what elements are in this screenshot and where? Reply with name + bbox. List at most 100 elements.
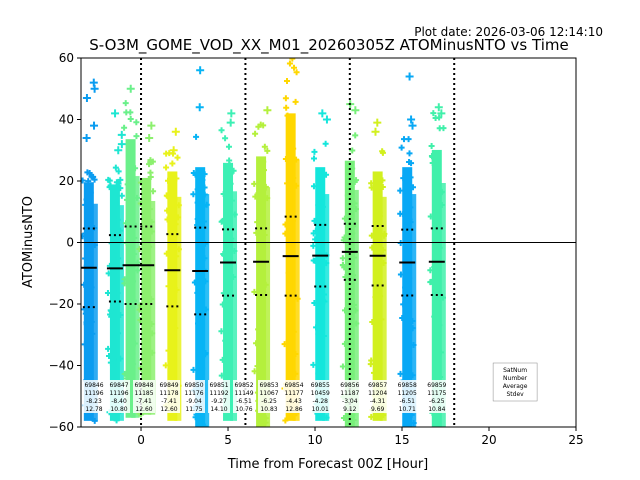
data-point <box>289 58 296 62</box>
data-point <box>284 78 290 85</box>
data-point <box>429 160 436 167</box>
data-point <box>121 124 128 131</box>
data-point <box>146 161 153 168</box>
data-point <box>310 242 317 249</box>
data-point <box>193 133 200 140</box>
stat-label-stdev: 12.60 <box>135 406 152 413</box>
data-point <box>107 307 114 314</box>
data-point <box>142 230 149 237</box>
y-tick-label: −20 <box>49 297 74 311</box>
data-point <box>226 157 233 164</box>
data-point <box>255 326 262 333</box>
data-point <box>194 199 201 206</box>
x-tick-label: 5 <box>224 433 232 447</box>
data-point <box>428 278 435 285</box>
data-column-secondary <box>148 200 156 415</box>
stat-label-average: -6.25 <box>261 398 277 405</box>
data-point <box>122 220 129 227</box>
stat-label-orbit: 69848 <box>134 382 153 389</box>
data-point <box>407 174 414 181</box>
data-point <box>195 320 202 327</box>
stat-label-orbit: 69851 <box>209 382 228 389</box>
data-point <box>105 270 112 277</box>
stat-row-label: Number <box>503 375 528 382</box>
data-group-69859 <box>427 103 447 427</box>
data-point <box>286 60 293 67</box>
data-point <box>105 352 112 359</box>
data-point <box>221 252 228 259</box>
stat-label-stdev: 10.01 <box>312 406 329 413</box>
stat-label-number: 11067 <box>259 390 278 397</box>
data-point <box>322 140 329 147</box>
stat-label-average: -8.40 <box>111 398 127 405</box>
data-point <box>88 173 95 180</box>
data-point <box>257 286 264 293</box>
data-point <box>83 196 90 203</box>
data-point <box>82 255 89 262</box>
outlier-point <box>145 133 154 142</box>
stat-label-orbit: 69856 <box>340 382 359 389</box>
data-point <box>164 216 171 223</box>
data-point <box>222 337 229 344</box>
data-point <box>402 300 409 307</box>
data-column <box>83 182 94 421</box>
data-column-secondary <box>379 196 387 421</box>
data-point <box>165 283 172 290</box>
data-point <box>190 366 197 373</box>
data-point <box>105 345 112 352</box>
data-point <box>311 148 318 155</box>
data-point <box>368 357 375 364</box>
data-point <box>257 121 264 128</box>
data-point <box>81 177 86 184</box>
data-point <box>434 171 441 178</box>
outlier-point <box>318 109 327 118</box>
data-point <box>379 184 386 191</box>
data-group-69857 <box>367 118 388 421</box>
data-point <box>368 413 375 420</box>
data-column-secondary <box>322 194 330 421</box>
outlier-point <box>147 121 156 130</box>
data-point <box>123 109 130 116</box>
data-point <box>164 207 171 214</box>
data-point <box>166 150 173 157</box>
outlier-point <box>111 109 120 118</box>
data-point <box>126 354 133 361</box>
data-point <box>370 369 377 376</box>
data-point <box>141 319 148 326</box>
data-layer <box>81 58 447 427</box>
data-point <box>323 171 330 178</box>
data-point <box>255 190 262 197</box>
data-point <box>312 236 319 243</box>
data-point <box>133 133 140 140</box>
data-point <box>402 284 409 291</box>
data-point <box>169 160 176 167</box>
outlier-point <box>90 121 99 130</box>
stat-label-orbit: 69850 <box>184 382 203 389</box>
data-point <box>315 370 322 377</box>
stat-label-average: -4.31 <box>370 398 386 405</box>
data-point <box>282 417 289 424</box>
data-point <box>106 177 113 184</box>
stat-label-number: 11196 <box>84 390 103 397</box>
y-tick-label: −60 <box>49 420 74 434</box>
data-point <box>264 147 271 154</box>
stat-label-backdrop <box>208 380 230 413</box>
data-column <box>431 149 442 427</box>
data-point <box>340 415 347 422</box>
data-point <box>312 257 319 264</box>
data-point <box>251 288 258 295</box>
data-group-69855 <box>310 109 331 421</box>
data-column <box>402 167 413 427</box>
data-point <box>122 100 129 107</box>
data-group-69846 <box>81 78 99 424</box>
data-point <box>310 230 317 237</box>
data-point <box>285 337 292 344</box>
stat-label-backdrop <box>309 380 332 413</box>
data-point <box>218 328 225 335</box>
data-point <box>261 143 268 150</box>
